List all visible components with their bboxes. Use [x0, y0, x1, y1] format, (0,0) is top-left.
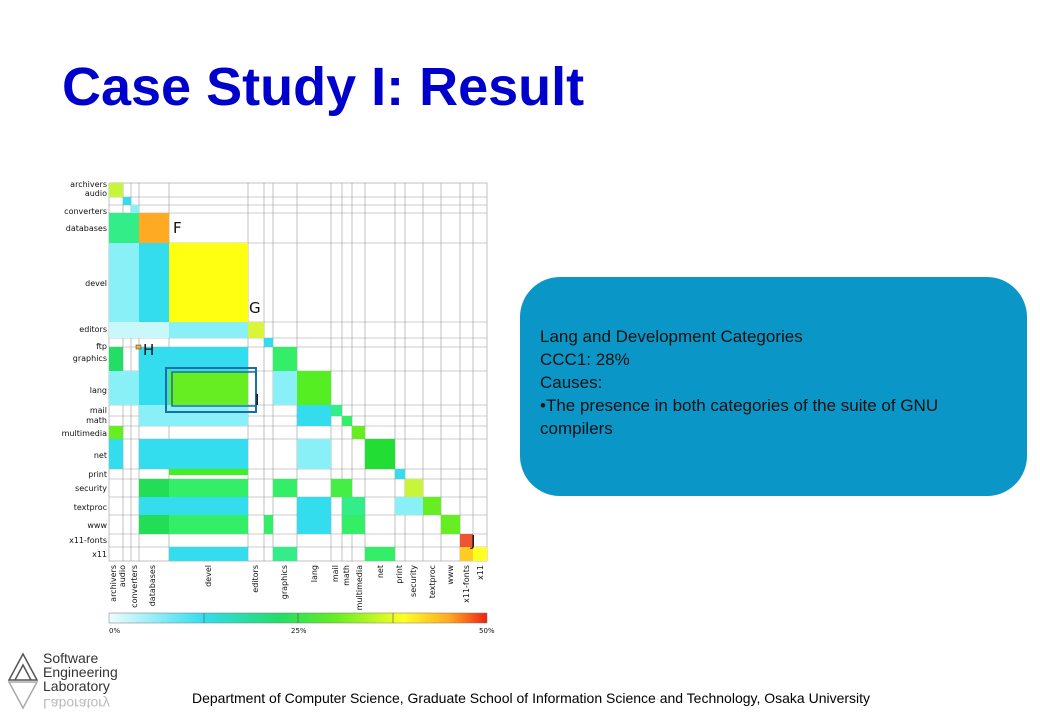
col-label: x11: [476, 565, 485, 580]
colorbar-label-min: 0%: [109, 627, 120, 635]
row-label: textproc: [74, 503, 107, 512]
result-callout: Lang and Development Categories CCC1: 28…: [520, 277, 1027, 496]
col-label: converters: [130, 565, 139, 608]
row-label: editors: [79, 325, 107, 334]
colorbar-ticks: [203, 613, 394, 623]
col-label: archivers: [109, 565, 118, 602]
col-label: devel: [204, 565, 213, 587]
logo-line: Engineering: [43, 664, 118, 680]
annotation-h: H: [143, 341, 154, 359]
callout-line: Lang and Development Categories: [540, 327, 803, 346]
col-label: databases: [148, 565, 157, 606]
col-label: lang: [310, 565, 319, 582]
logo-line: Laboratory: [43, 678, 110, 694]
col-label: editors: [251, 565, 260, 593]
col-label: multimedia: [355, 565, 364, 610]
callout-line: Causes:: [540, 373, 603, 392]
slide-title: Case Study I: Result: [62, 57, 585, 117]
col-label: security: [409, 565, 418, 597]
col-label: x11-fonts: [462, 565, 471, 603]
ccc-matrix-svg: F G H I J archivers audio converters dat…: [62, 180, 495, 635]
col-label: audio: [118, 565, 127, 587]
row-label: x11-fonts: [69, 536, 107, 545]
row-label: lang: [90, 386, 107, 395]
colorbar-label-max: 50%: [479, 627, 495, 635]
callout-line: •The presence in both categories of the …: [540, 396, 939, 438]
callout-line: CCC1: 28%: [540, 350, 630, 369]
col-label: www: [446, 565, 455, 585]
annotation-g: G: [249, 299, 261, 317]
row-label: archivers: [70, 180, 107, 189]
row-label: www: [87, 521, 107, 530]
col-label: mail: [331, 565, 340, 582]
col-label: print: [395, 565, 404, 584]
annotation-i: I: [255, 391, 259, 409]
row-label: graphics: [73, 354, 107, 363]
col-label: math: [342, 565, 351, 586]
row-label: devel: [85, 279, 107, 288]
ccc-matrix-figure: F G H I J archivers audio converters dat…: [55, 175, 505, 645]
row-label: ftp: [96, 342, 107, 351]
col-label: net: [376, 565, 385, 578]
row-label: converters: [64, 207, 107, 216]
row-label: math: [86, 416, 107, 425]
row-label: x11: [92, 550, 107, 559]
lang-devel-highlight-inner: [171, 371, 257, 407]
row-label: security: [75, 484, 107, 493]
row-label: print: [88, 470, 107, 479]
annotation-j: J: [470, 532, 475, 550]
row-label: audio: [85, 189, 107, 198]
sel-logo-icon: Software Engineering Laboratory Laborato…: [7, 650, 118, 712]
row-label: net: [94, 451, 107, 460]
row-label: mail: [90, 406, 107, 415]
annotation-f: F: [173, 219, 182, 237]
sel-logo: Software Engineering Laboratory Laborato…: [5, 650, 135, 721]
col-label: textproc: [428, 565, 437, 598]
slide-footer: Department of Computer Science, Graduate…: [192, 690, 871, 706]
colorbar-label-mid: 25%: [291, 627, 307, 635]
row-label: multimedia: [62, 429, 107, 438]
row-label: databases: [66, 224, 107, 233]
col-label: graphics: [280, 565, 289, 599]
logo-reflection: Laboratory: [43, 696, 110, 712]
logo-line: Software: [43, 650, 98, 666]
ftp-databases-marker: [135, 344, 142, 350]
